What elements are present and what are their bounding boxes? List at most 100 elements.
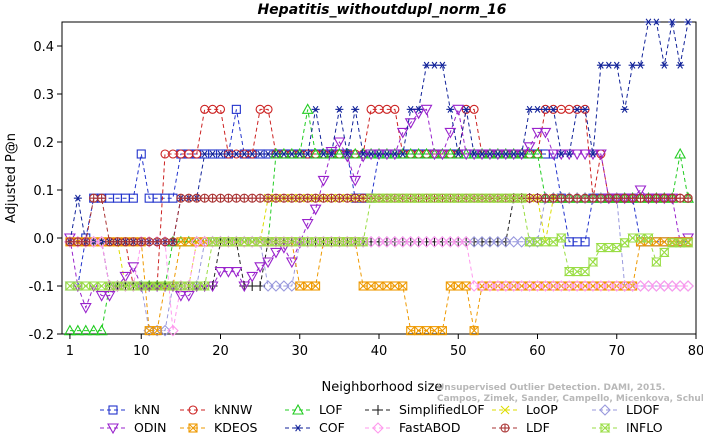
data-point-fastabod [579,280,591,292]
data-point-cof [335,105,344,113]
data-point-ldf [81,237,91,247]
data-point-cof [478,150,487,158]
data-point-cof [454,150,463,158]
data-point-cof [509,150,518,158]
data-point-odin [539,127,552,139]
data-point-odin [95,291,108,302]
x-axis: 1 10 20 30 40 50 60 70 80 [66,334,703,359]
data-point-fastabod [412,236,425,248]
data-point-fastabod [175,280,187,292]
data-point-inflo [587,257,599,267]
legend-label: COF [319,420,345,434]
data-point-kdeos [374,281,384,291]
data-point-ldf [105,237,115,247]
data-point-ldf [160,237,170,247]
data-point-ldf [628,193,638,203]
data-point-cof [240,150,249,158]
data-point-fastabod [127,280,140,292]
data-point-knnw [390,104,400,114]
data-point-cof [501,150,510,158]
data-point-odin [246,271,259,283]
data-point-odin [270,247,282,259]
data-point-odin [206,281,219,293]
data-point-odin [460,149,473,161]
legend-item-lof: LOF [285,402,343,417]
legend-label: KDEOS [214,420,258,434]
data-point-ldf [683,193,693,203]
x-tick-label: 50 [450,344,467,359]
data-point-ldf [239,193,249,203]
data-point-odin [317,175,330,187]
data-point-cof [256,150,265,158]
data-point-fastabod [595,280,607,292]
data-point-fastabod [325,236,338,248]
data-point-cof [398,150,407,158]
y-axis-label: Adjusted P@n [4,133,19,223]
watermark-line-2: Campos, Zimek, Sander, Campello, Micenko… [437,394,703,404]
data-point-fastabod [333,236,346,248]
data-point-lof [420,147,433,159]
legend-label: FastABOD [399,420,461,434]
data-point-fastabod [254,236,266,248]
data-point-fastabod [317,236,330,248]
data-point-ldf [65,237,75,247]
data-point-ldof [484,236,496,248]
data-point-fastabod [500,280,512,292]
data-point-ldf [667,193,677,203]
data-point-odin [579,149,591,161]
data-point-fastabod [119,280,132,292]
data-point-knnw [263,104,273,114]
data-point-fastabod [492,280,504,292]
data-point-odin [293,238,306,249]
data-point-ldf [112,237,123,247]
legend-marker [108,405,118,415]
data-point-ldf [120,237,130,247]
data-point-fastabod [103,280,116,292]
data-point-ldf [73,237,83,247]
data-point-cof [232,150,241,158]
data-point-fastabod [547,280,560,292]
data-point-ldof [262,280,274,292]
legend: kNN kNNW LOF SimplifiedLOF LoOP LDOF ODIN KDEOS… [100,402,663,434]
legend-item-ldof: LDOF [592,402,660,417]
data-point-fastabod [468,280,480,292]
data-point-lof [531,147,544,159]
data-point-cof [596,61,605,69]
legend-item-ldf: LDF [492,420,550,434]
data-point-fastabod [389,236,401,248]
data-point-knn [136,149,146,159]
data-point-fastabod [618,280,631,292]
data-point-cof [533,105,542,113]
data-point-fastabod [587,280,599,292]
data-point-cof [390,150,399,158]
data-point-cof [517,150,526,158]
data-point-cof [200,150,209,158]
data-point-ldf [231,193,241,203]
data-point-ldf [548,193,558,203]
data-point-ldf [651,193,661,203]
data-point-cof [588,150,597,158]
data-point-cof [327,150,336,158]
x-tick-label: 30 [291,344,308,359]
data-point-ldf [675,193,685,203]
legend-item-fastabod: FastABOD [365,420,461,434]
data-point-ldof [500,236,512,248]
series-lof [63,103,695,336]
data-point-kdeos [398,281,408,291]
data-point-fastabod [270,236,282,248]
data-point-cof [382,150,391,158]
legend-item-cof: COF [285,420,345,434]
data-point-odin [349,175,362,187]
data-point-odin [396,127,409,139]
data-point-ldf [318,193,329,203]
data-point-kdeos [461,281,471,291]
legend-marker [107,423,119,434]
data-point-fastabod [373,236,385,248]
data-point-fastabod [111,280,124,292]
data-point-odin [277,243,290,254]
data-point-inflo [357,237,369,247]
data-point-ldf [152,237,162,247]
data-point-ldf [287,193,297,203]
legend-marker [500,423,510,433]
